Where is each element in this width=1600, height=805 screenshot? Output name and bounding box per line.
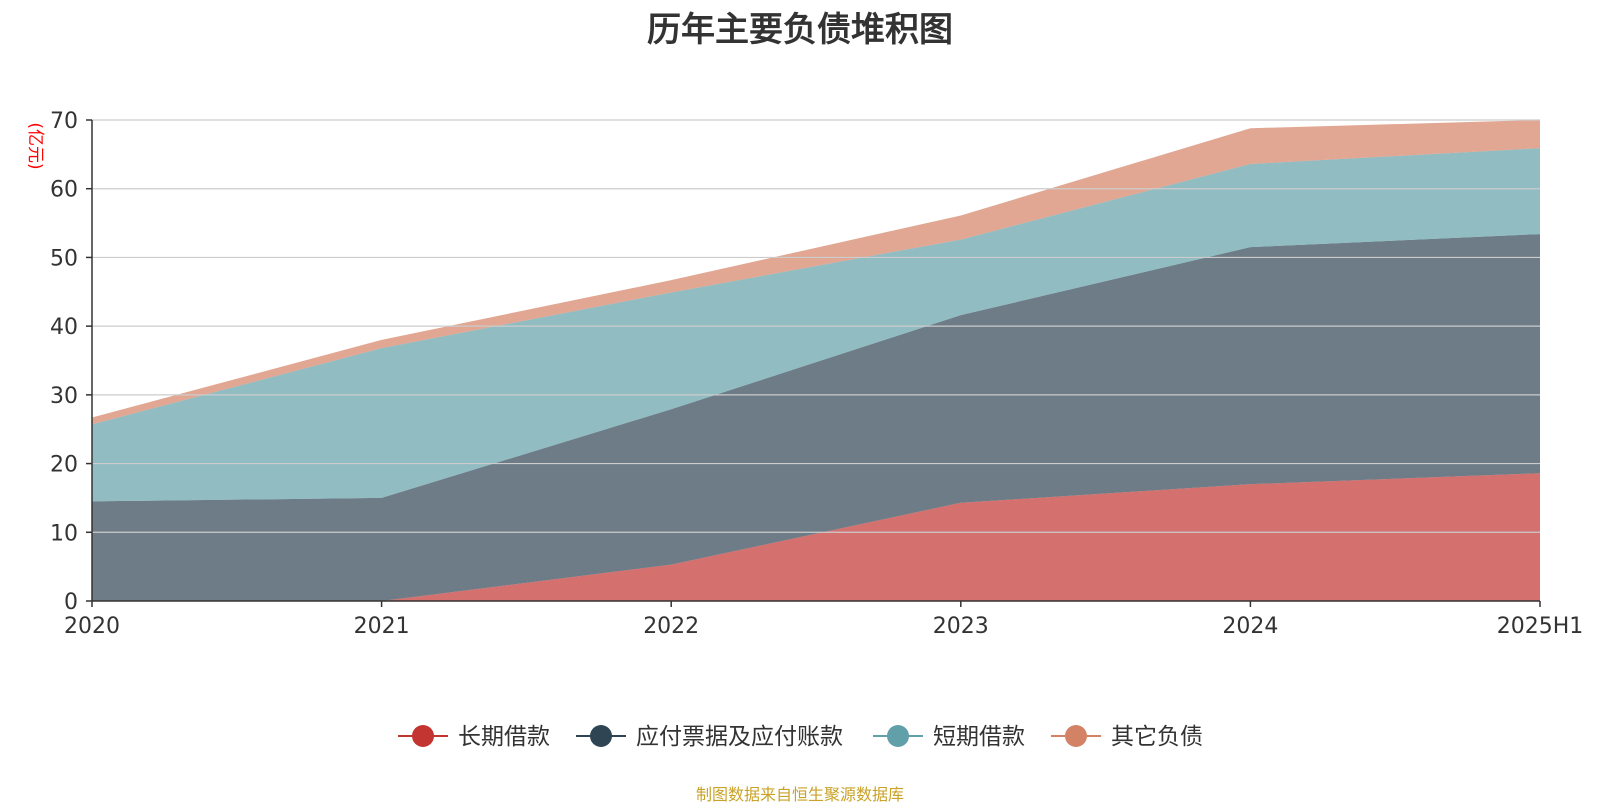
legend-label: 短期借款 xyxy=(933,724,1025,750)
y-tick-label: 50 xyxy=(50,246,78,271)
y-tick-label: 20 xyxy=(50,453,78,478)
source-note: 制图数据来自恒生聚源数据库 xyxy=(695,785,904,804)
x-tick-label: 2023 xyxy=(933,614,989,639)
legend-marker xyxy=(1065,725,1087,747)
y-tick-label: 30 xyxy=(50,384,78,409)
chart-title: 历年主要负债堆积图 xyxy=(647,10,953,50)
legend-item-2: 短期借款 xyxy=(873,724,1025,750)
area-series-3 xyxy=(92,120,1540,425)
legend-item-1: 应付票据及应付账款 xyxy=(576,724,843,750)
legend-label: 长期借款 xyxy=(458,724,550,750)
y-tick-label: 10 xyxy=(50,521,78,546)
legend-item-3: 其它负债 xyxy=(1051,724,1203,750)
legend-marker xyxy=(412,725,434,747)
x-tick-label: 2020 xyxy=(64,614,120,639)
y-tick-label: 70 xyxy=(50,109,78,134)
area-series-2 xyxy=(92,148,1540,502)
x-tick-label: 2025H1 xyxy=(1497,614,1584,639)
y-tick-label: 60 xyxy=(50,178,78,203)
legend-item-0: 长期借款 xyxy=(398,724,550,750)
unit-label: (亿元) xyxy=(25,122,45,169)
area-series-0 xyxy=(92,473,1540,601)
y-tick-label: 0 xyxy=(64,590,78,615)
x-tick-label: 2022 xyxy=(643,614,699,639)
legend-marker xyxy=(887,725,909,747)
legend-label: 应付票据及应付账款 xyxy=(636,724,843,750)
x-tick-label: 2021 xyxy=(354,614,410,639)
legend-label: 其它负债 xyxy=(1111,724,1203,750)
y-tick-label: 40 xyxy=(50,315,78,340)
legend-marker xyxy=(590,725,612,747)
x-tick-label: 2024 xyxy=(1222,614,1278,639)
